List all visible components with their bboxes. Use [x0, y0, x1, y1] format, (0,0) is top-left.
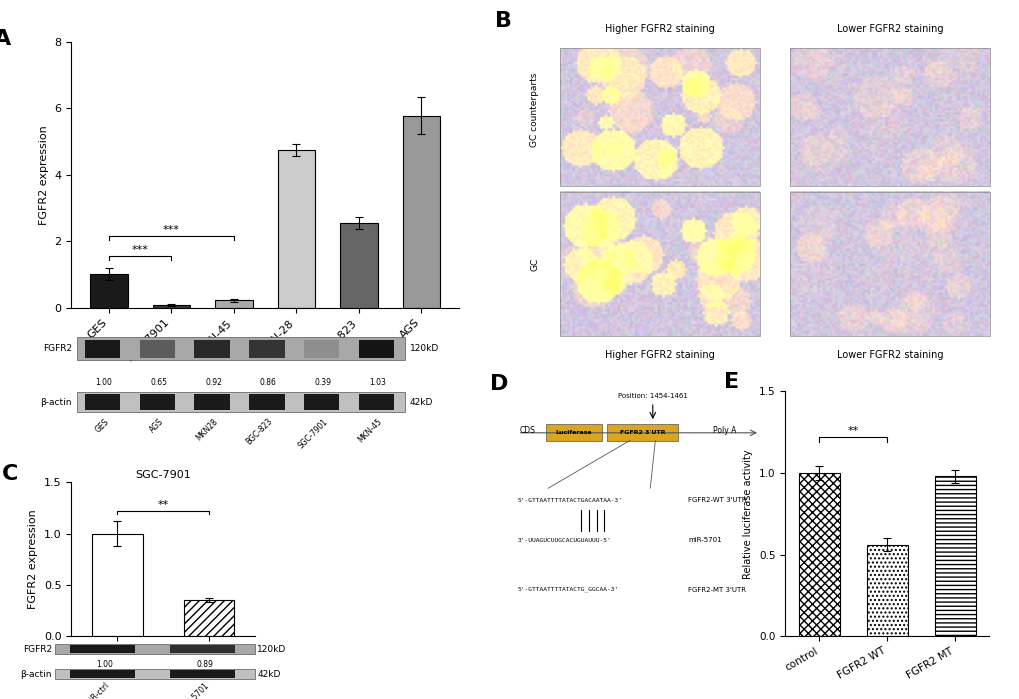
Text: A: A — [0, 29, 11, 49]
Bar — [55, 644, 255, 654]
Text: E: E — [723, 372, 739, 392]
Bar — [359, 340, 393, 358]
Text: Luciferase: Luciferase — [555, 430, 591, 435]
Text: MKN28: MKN28 — [195, 417, 220, 442]
Bar — [798, 473, 839, 636]
Bar — [359, 394, 393, 410]
Y-axis label: Relative luciferase activity: Relative luciferase activity — [743, 449, 753, 579]
Text: 120kD: 120kD — [257, 644, 286, 654]
Text: Poly A: Poly A — [712, 426, 735, 435]
Bar — [140, 394, 175, 410]
Text: 1.03: 1.03 — [369, 377, 386, 387]
Text: Lower FGFR2 staining: Lower FGFR2 staining — [836, 24, 943, 34]
Text: SGC-7901: SGC-7901 — [296, 417, 329, 450]
Bar — [340, 223, 377, 308]
Text: miR-5701: miR-5701 — [688, 538, 721, 543]
Text: 0.65: 0.65 — [150, 377, 167, 387]
Text: 5'-GTTAATTTTATACTGACAATAA-3': 5'-GTTAATTTTATACTGACAATAA-3' — [518, 498, 622, 503]
Text: C: C — [2, 464, 18, 484]
Text: 1.00: 1.00 — [96, 661, 113, 669]
Text: **: ** — [847, 426, 858, 435]
Bar — [249, 394, 284, 410]
Bar — [789, 192, 988, 336]
Text: FGFR2: FGFR2 — [22, 644, 52, 654]
Text: 0.39: 0.39 — [314, 377, 331, 387]
Bar — [55, 670, 255, 679]
Bar — [169, 670, 234, 678]
Bar — [85, 394, 120, 410]
Bar — [545, 424, 601, 440]
Bar — [140, 340, 175, 358]
Text: FGFR2-MT 3'UTR: FGFR2-MT 3'UTR — [688, 586, 746, 593]
Bar — [559, 48, 759, 185]
Text: FGFR2: FGFR2 — [43, 344, 72, 353]
Text: 3'-UUAGUCUUGCACUGUAUUU-5': 3'-UUAGUCUUGCACUGUAUUU-5' — [518, 538, 610, 543]
Text: 0.92: 0.92 — [205, 377, 222, 387]
Text: ***: *** — [163, 225, 179, 235]
Text: GES: GES — [93, 417, 110, 434]
Text: 120kD: 120kD — [410, 344, 438, 353]
Text: Position: 1454-1461: Position: 1454-1461 — [618, 393, 687, 399]
Bar — [76, 338, 405, 360]
Text: D: D — [489, 375, 507, 394]
Text: Lower FGFR2 staining: Lower FGFR2 staining — [836, 350, 943, 359]
Bar — [866, 545, 907, 636]
Bar — [403, 115, 440, 308]
Text: 0.89: 0.89 — [196, 661, 213, 669]
Bar — [304, 394, 339, 410]
Text: **: ** — [157, 500, 169, 510]
Bar — [76, 392, 405, 412]
Text: Higher FGFR2 staining: Higher FGFR2 staining — [604, 350, 714, 359]
Text: MKN-45: MKN-45 — [357, 417, 384, 445]
Bar — [559, 192, 759, 336]
Text: β-actin: β-actin — [20, 670, 52, 679]
Text: FGFR2-WT 3'UTR: FGFR2-WT 3'UTR — [688, 498, 746, 503]
Bar — [195, 340, 229, 358]
Bar — [69, 644, 135, 653]
Text: BGC-823: BGC-823 — [245, 417, 274, 447]
Text: miR-5701: miR-5701 — [178, 681, 211, 699]
Bar — [304, 340, 339, 358]
Bar — [606, 424, 678, 440]
Bar — [69, 670, 135, 678]
Bar — [85, 340, 120, 358]
Text: 42kD: 42kD — [410, 398, 433, 407]
Text: B: B — [494, 10, 512, 31]
Text: miR-ctrl: miR-ctrl — [84, 681, 111, 699]
Text: GC counterparts: GC counterparts — [530, 73, 539, 147]
Bar — [277, 150, 315, 308]
Bar — [153, 305, 190, 308]
Text: ***: *** — [131, 245, 149, 255]
Title: SGC-7901: SGC-7901 — [136, 470, 191, 480]
Text: Higher FGFR2 staining: Higher FGFR2 staining — [604, 24, 714, 34]
Text: FGFR2 3'UTR: FGFR2 3'UTR — [620, 430, 664, 435]
Text: CDS: CDS — [520, 426, 535, 435]
Bar — [169, 644, 234, 653]
Text: β-actin: β-actin — [41, 398, 72, 407]
Bar — [215, 301, 253, 308]
Text: 0.86: 0.86 — [260, 377, 276, 387]
Text: 5'-GTTAATTTTATACTG̲GGCAA-3': 5'-GTTAATTTTATACTG̲GGCAA-3' — [518, 587, 619, 593]
Text: 42kD: 42kD — [257, 670, 280, 679]
Text: 1.00: 1.00 — [96, 377, 112, 387]
Bar — [934, 476, 975, 636]
Bar — [90, 274, 127, 308]
Bar — [183, 600, 234, 636]
Text: GC: GC — [530, 257, 539, 271]
Y-axis label: FGFR2 expression: FGFR2 expression — [39, 125, 49, 224]
Text: AGS: AGS — [148, 417, 165, 434]
Y-axis label: FGFR2 expression: FGFR2 expression — [29, 510, 39, 609]
Bar — [789, 48, 988, 185]
Bar — [92, 533, 143, 636]
Bar — [249, 340, 284, 358]
Bar — [195, 394, 229, 410]
